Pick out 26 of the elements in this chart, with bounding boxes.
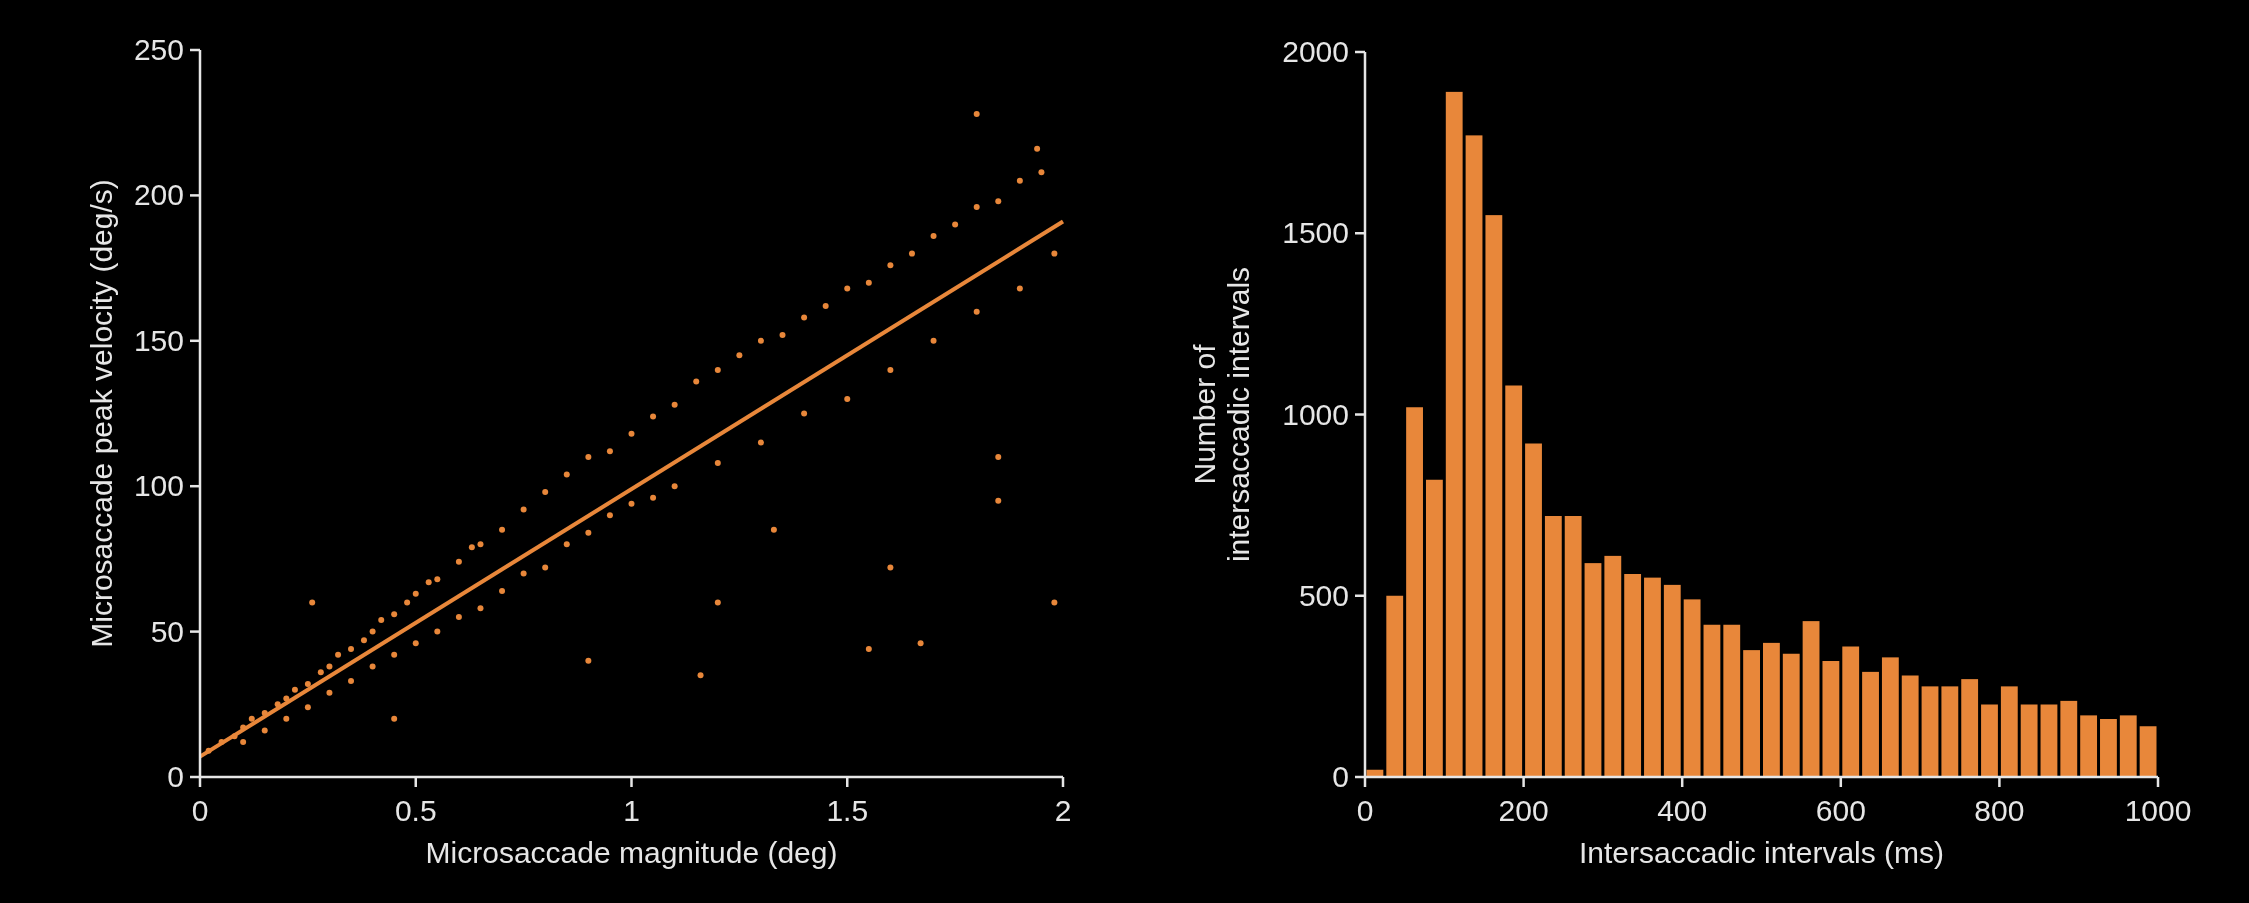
x-tick-label: 2	[1054, 794, 1072, 827]
x-tick-label: 1.5	[826, 794, 869, 827]
y-tick-label: 1500	[1282, 216, 1349, 250]
y-tick-label: 2000	[1282, 35, 1349, 68]
x-tick-label: 600	[1815, 794, 1866, 827]
y-tick-label: 1000	[1282, 397, 1349, 431]
y-tick-label: 50	[150, 614, 184, 648]
x-tick-label: 0.5	[394, 794, 437, 827]
y-axis-title: Number of intersaccadic intervals	[1188, 266, 1255, 563]
y-tick-label: 0	[167, 760, 184, 793]
x-tick-label: 0	[1356, 794, 1374, 827]
x-axis-title: Intersaccadic intervals (ms)	[1578, 836, 1945, 869]
y-tick-label: 100	[133, 469, 184, 503]
y-tick-label: 150	[133, 323, 184, 357]
x-tick-label: 0	[191, 794, 209, 827]
y-tick-label: 200	[133, 178, 184, 212]
y-tick-label: 250	[133, 33, 184, 66]
y-axis-title: Microsaccade peak velocity (deg/s)	[85, 179, 118, 648]
x-tick-label: 800	[1974, 794, 2025, 827]
x-axis-title: Microsaccade magnitude (deg)	[425, 836, 838, 869]
y-tick-label: 500	[1298, 578, 1349, 612]
x-tick-label: 400	[1657, 794, 1708, 827]
x-tick-label: 1000	[2124, 794, 2192, 827]
y-tick-label: 0	[1332, 760, 1349, 793]
x-tick-label: 200	[1498, 794, 1549, 827]
x-tick-label: 1	[623, 794, 640, 827]
